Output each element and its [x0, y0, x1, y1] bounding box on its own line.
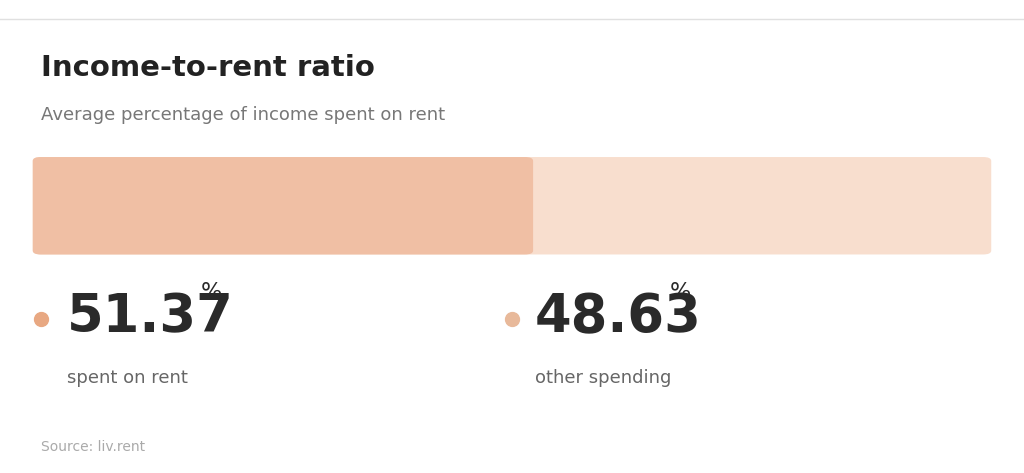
Text: other spending: other spending: [535, 369, 671, 387]
Text: 51.37: 51.37: [67, 291, 233, 343]
Text: Average percentage of income spent on rent: Average percentage of income spent on re…: [41, 106, 445, 124]
Text: Source: liv.rent: Source: liv.rent: [41, 440, 145, 454]
Text: spent on rent: spent on rent: [67, 369, 187, 387]
FancyBboxPatch shape: [33, 157, 991, 254]
Text: %: %: [201, 282, 222, 302]
Text: 48.63: 48.63: [535, 291, 701, 343]
FancyBboxPatch shape: [33, 157, 534, 254]
Text: %: %: [670, 282, 691, 302]
Text: Income-to-rent ratio: Income-to-rent ratio: [41, 54, 375, 82]
